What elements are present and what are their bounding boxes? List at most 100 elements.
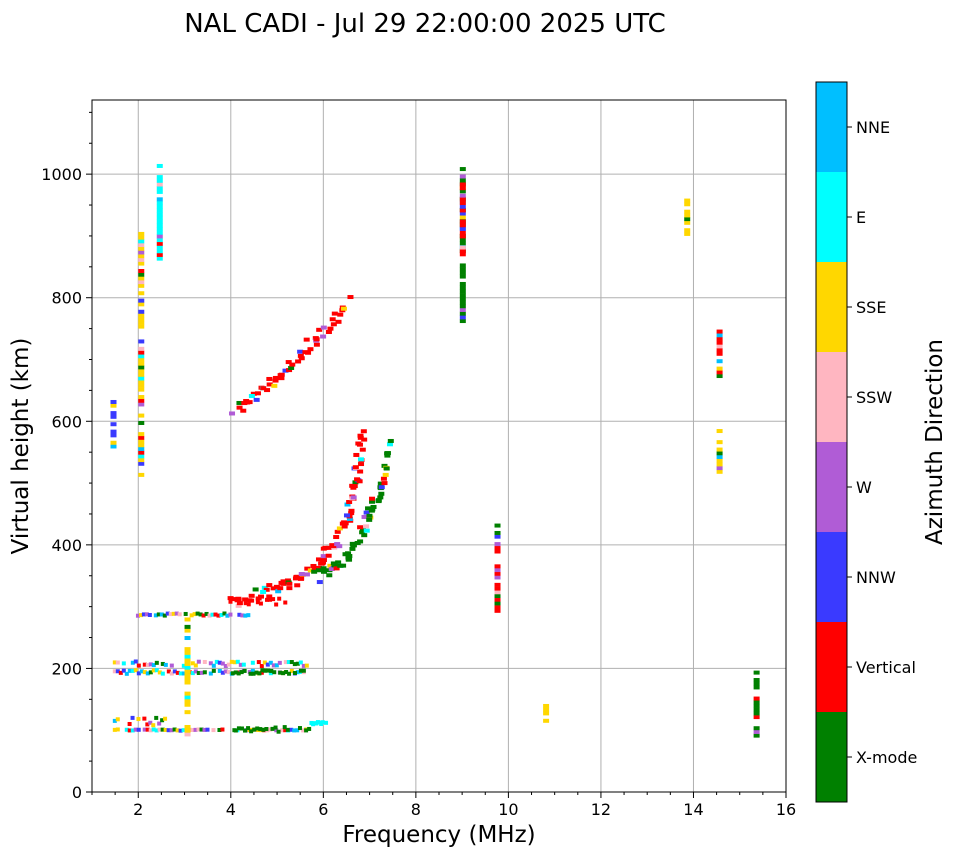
echo-mark: [494, 582, 501, 587]
echo-mark: [753, 726, 760, 731]
echo-mark: [127, 668, 132, 673]
echo-mark: [166, 728, 171, 733]
echo-mark: [459, 186, 466, 191]
echo-mark: [336, 544, 343, 549]
echo-mark: [259, 664, 264, 669]
echo-mark: [211, 668, 216, 673]
echo-mark: [138, 298, 145, 303]
echo-mark: [138, 235, 145, 240]
echo-mark: [238, 662, 243, 667]
x-tick-label: 10: [498, 800, 518, 819]
echo-mark: [348, 508, 355, 513]
echo-mark: [270, 726, 275, 731]
echo-mark: [136, 717, 141, 722]
echo-mark: [110, 440, 117, 445]
echo-mark: [684, 217, 691, 222]
echo-mark: [236, 726, 241, 731]
echo-mark: [135, 613, 140, 618]
echo-mark: [352, 480, 359, 485]
echo-mark: [684, 198, 691, 203]
echo-mark: [328, 567, 335, 572]
echo-mark: [684, 209, 691, 214]
echo-mark: [355, 441, 362, 446]
echo-mark: [459, 296, 466, 301]
echo-mark: [228, 599, 233, 604]
echo-mark: [274, 602, 279, 607]
echo-mark: [255, 600, 260, 605]
echo-mark: [163, 716, 168, 721]
echo-mark: [151, 668, 156, 673]
echo-mark: [156, 219, 163, 224]
echo-mark: [494, 575, 501, 580]
echo-mark: [156, 245, 163, 250]
echo-mark: [252, 587, 259, 592]
echo-mark: [138, 472, 145, 477]
echo-mark: [201, 613, 206, 618]
echo-mark: [358, 462, 365, 467]
echo-mark: [138, 450, 145, 455]
echo-mark: [263, 587, 270, 592]
echo-mark: [154, 728, 159, 733]
echo-mark: [154, 668, 159, 673]
echo-mark: [156, 226, 163, 231]
echo-mark: [235, 659, 240, 664]
echo-mark: [138, 402, 145, 407]
echo-mark: [266, 594, 273, 599]
echo-mark: [264, 388, 271, 393]
echo-mark: [459, 300, 466, 305]
echo-mark: [459, 230, 466, 235]
echo-mark: [181, 728, 186, 733]
echo-mark: [222, 611, 227, 616]
echo-mark: [261, 727, 266, 732]
echo-mark: [265, 597, 270, 602]
echo-mark: [138, 435, 145, 440]
echo-mark: [363, 510, 370, 515]
echo-mark: [753, 678, 760, 683]
echo-mark: [304, 663, 309, 668]
echo-mark: [494, 564, 501, 569]
echo-mark: [361, 437, 368, 442]
echo-mark: [190, 661, 195, 666]
echo-mark: [295, 359, 302, 364]
echo-mark: [320, 720, 325, 725]
echo-mark: [169, 728, 174, 733]
echo-mark: [334, 542, 341, 547]
echo-mark: [156, 215, 163, 220]
echo-mark: [148, 720, 153, 725]
echo-mark: [115, 669, 120, 674]
echo-mark: [753, 700, 760, 705]
echo-mark: [138, 272, 145, 277]
echo-mark: [459, 211, 466, 216]
echo-mark: [156, 163, 163, 168]
echo-mark: [138, 250, 145, 255]
echo-mark: [459, 193, 466, 198]
chart-title: NAL CADI - Jul 29 22:00:00 2025 UTC: [184, 9, 666, 39]
echo-mark: [220, 727, 225, 732]
echo-mark: [156, 252, 163, 257]
echo-mark: [248, 593, 255, 598]
echo-mark: [459, 223, 466, 228]
echo-mark: [301, 728, 306, 733]
colorbar-title: Azimuth Direction: [922, 339, 948, 545]
echo-mark: [459, 307, 466, 312]
echo-mark: [220, 661, 225, 666]
echo-mark: [350, 542, 357, 547]
echo-mark: [716, 344, 723, 349]
echo-mark: [138, 439, 145, 444]
echo-mark: [151, 727, 156, 732]
echo-mark: [360, 429, 367, 434]
echo-mark: [156, 182, 163, 187]
echo-mark: [278, 376, 285, 381]
echo-mark: [138, 283, 145, 288]
echo-mark: [292, 671, 297, 676]
echo-mark: [459, 285, 466, 290]
echo-mark: [331, 563, 338, 568]
echo-mark: [286, 368, 293, 373]
x-tick-label: 12: [591, 800, 611, 819]
echo-mark: [283, 660, 288, 665]
echo-mark: [280, 579, 287, 584]
echo-mark: [459, 289, 466, 294]
echo-mark: [196, 727, 201, 732]
echo-mark: [313, 337, 320, 342]
echo-mark: [157, 727, 162, 732]
